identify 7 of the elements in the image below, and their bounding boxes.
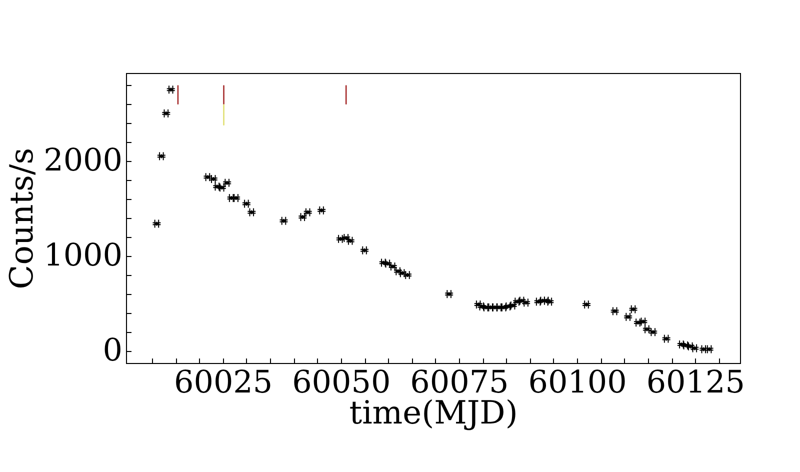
y-axis-title: Counts/s bbox=[2, 148, 41, 290]
x-tick-label: 60025 bbox=[174, 364, 273, 400]
x-tick-label: 60125 bbox=[646, 364, 745, 400]
y-tick-label: 1000 bbox=[44, 238, 122, 274]
y-tick-label: 0 bbox=[102, 332, 122, 369]
y-tick-label: 2000 bbox=[44, 142, 122, 178]
x-tick-label: 60100 bbox=[528, 364, 627, 400]
